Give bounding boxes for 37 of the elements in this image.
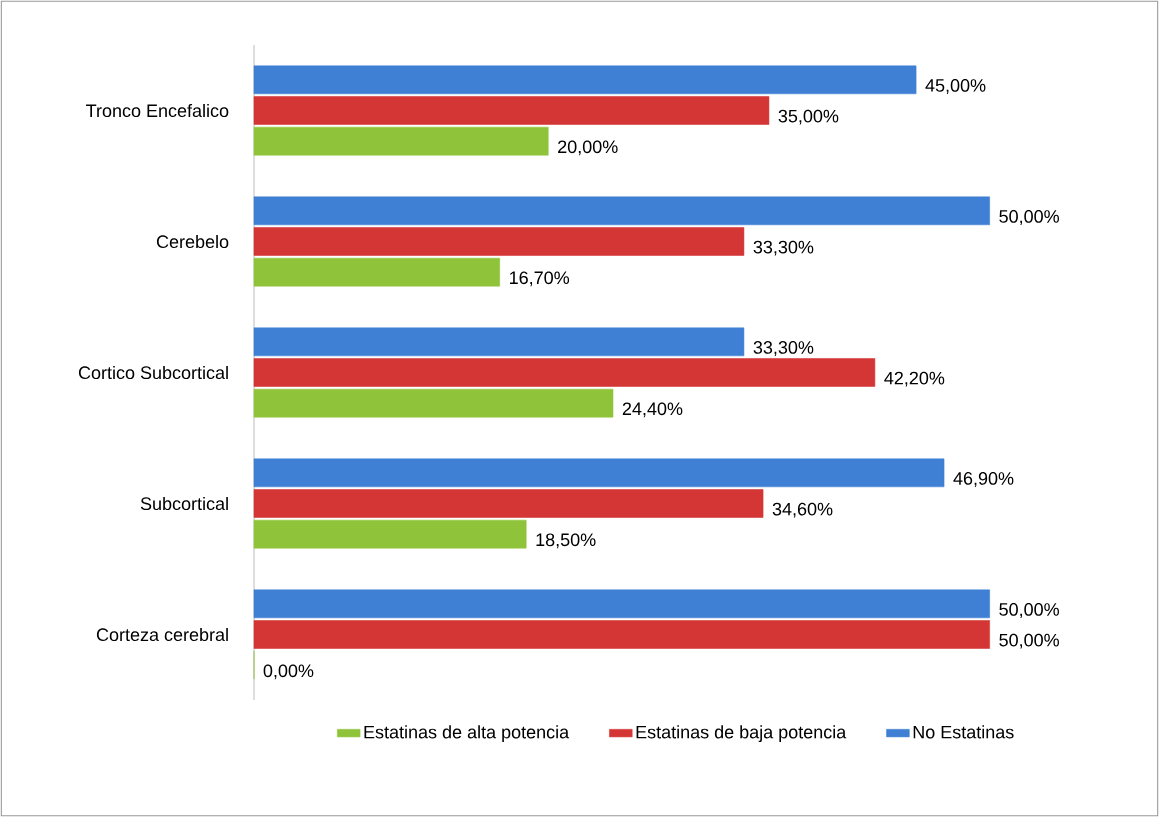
bar (253, 65, 917, 95)
data-label: 0,00% (263, 664, 314, 680)
bar (253, 620, 990, 649)
data-label: 45,00% (925, 79, 986, 94)
y-tick-label: Subcortical (140, 496, 228, 511)
y-tick-label: Cortico Subcortical (78, 365, 228, 380)
bar (253, 227, 745, 256)
bar (253, 126, 549, 156)
bar (253, 358, 876, 387)
bar (253, 196, 990, 226)
bar (253, 96, 770, 125)
data-label: 46,90% (953, 472, 1014, 487)
bar (253, 589, 990, 619)
y-tick-label: Corteza cerebral (96, 627, 228, 642)
data-label: 20,00% (558, 140, 618, 156)
legend-label: Estatinas de baja potencia (636, 725, 847, 743)
bar (253, 327, 745, 357)
data-label: 42,20% (884, 371, 945, 387)
data-label: 35,00% (778, 109, 839, 125)
data-label: 16,70% (510, 271, 570, 287)
y-tick-label: Cerebelo (156, 234, 229, 249)
data-label: 50,00% (999, 603, 1059, 618)
bar (253, 388, 614, 418)
data-label: 33,30% (753, 341, 814, 356)
data-label: 24,40% (622, 402, 683, 418)
y-tick-label: Tronco Encefalico (86, 103, 229, 118)
data-label: 50,00% (999, 210, 1059, 225)
data-label: 18,50% (536, 533, 596, 549)
legend-label: No Estatinas (913, 725, 1014, 739)
bar (253, 519, 527, 549)
data-label: 34,60% (772, 502, 833, 518)
bar (253, 458, 945, 488)
bar (253, 489, 764, 518)
data-label: 33,30% (753, 240, 814, 256)
legend-label: Estatinas de alta potencia (364, 725, 570, 743)
data-label: 50,00% (999, 633, 1059, 649)
bar (253, 257, 500, 287)
